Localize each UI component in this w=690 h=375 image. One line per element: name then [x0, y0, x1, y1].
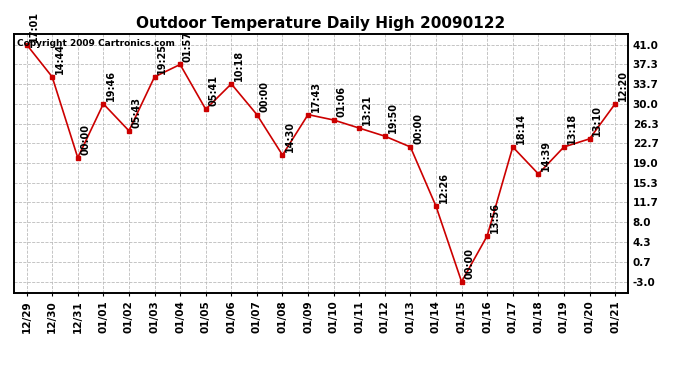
Text: 05:41: 05:41 [208, 75, 219, 106]
Text: 14:30: 14:30 [285, 121, 295, 152]
Text: 12:26: 12:26 [439, 172, 449, 204]
Text: 13:56: 13:56 [490, 202, 500, 233]
Text: 19:25: 19:25 [157, 43, 167, 74]
Text: Copyright 2009 Cartronics.com: Copyright 2009 Cartronics.com [17, 39, 175, 48]
Text: 10:18: 10:18 [234, 50, 244, 81]
Text: 13:10: 13:10 [592, 105, 602, 136]
Text: 17:01: 17:01 [30, 11, 39, 42]
Text: 13:21: 13:21 [362, 94, 372, 125]
Text: 18:14: 18:14 [515, 113, 526, 144]
Text: 14:39: 14:39 [541, 140, 551, 171]
Text: 00:00: 00:00 [81, 124, 90, 155]
Text: 19:50: 19:50 [388, 102, 397, 134]
Text: 12:20: 12:20 [618, 70, 628, 101]
Text: 00:00: 00:00 [259, 81, 270, 112]
Title: Outdoor Temperature Daily High 20090122: Outdoor Temperature Daily High 20090122 [136, 16, 506, 31]
Text: 17:43: 17:43 [310, 81, 321, 112]
Text: 00:00: 00:00 [413, 113, 423, 144]
Text: 01:57: 01:57 [183, 31, 193, 62]
Text: 19:46: 19:46 [106, 70, 116, 101]
Text: 05:43: 05:43 [132, 97, 141, 128]
Text: 00:00: 00:00 [464, 248, 474, 279]
Text: 13:18: 13:18 [566, 113, 577, 144]
Text: 01:06: 01:06 [337, 86, 346, 117]
Text: 14:44: 14:44 [55, 43, 65, 74]
